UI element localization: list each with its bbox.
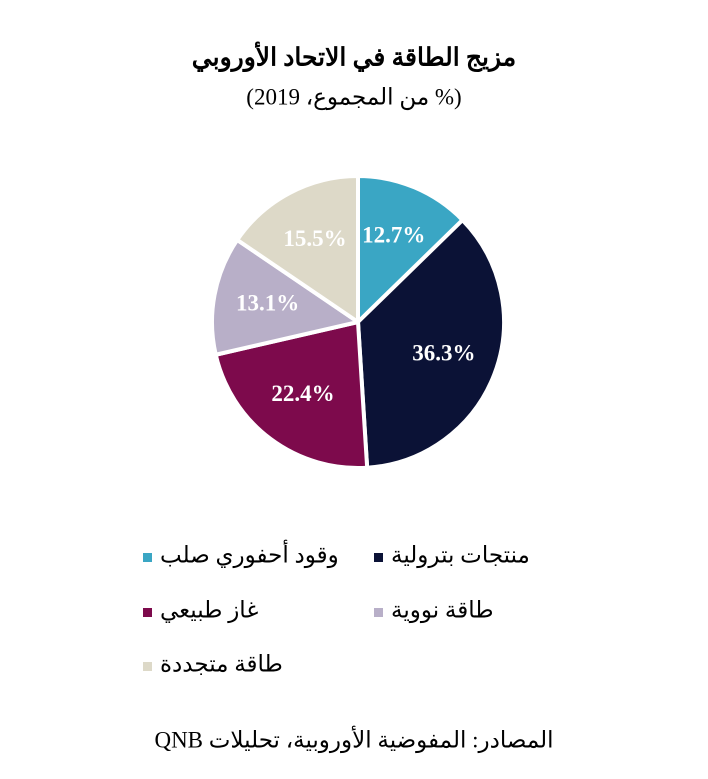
pie-slice (210, 237, 360, 357)
legend-label: طاقة نووية (391, 597, 494, 623)
source-note: المصادر: المفوضية الأوروبية، تحليلات QNB (154, 725, 553, 753)
legend-marker (143, 662, 152, 671)
legend-label: منتجات بترولية (391, 542, 530, 568)
pie-slice (235, 174, 360, 324)
data-label: 13.1% (236, 290, 299, 315)
data-label: 15.5% (283, 226, 346, 251)
legend-marker (374, 608, 383, 617)
legend-label: طاقة متجددة (160, 651, 283, 676)
pie-slice (356, 174, 465, 324)
pie-slice (213, 320, 370, 470)
legend-marker (143, 608, 152, 617)
legend-label: وقود أحفوري صلب (160, 539, 339, 568)
legend-marker (374, 553, 383, 562)
data-label: 22.4% (271, 381, 334, 406)
pie-slice (356, 218, 506, 470)
legend-label: غاز طبيعي (160, 597, 258, 623)
data-label: 36.3% (412, 340, 475, 365)
chart-subtitle: (% من المجموع، 2019) (246, 84, 461, 110)
chart-title: مزيج الطاقة في الاتحاد الأوروبي (192, 40, 516, 73)
legend-marker (143, 553, 152, 562)
data-label: 12.7% (362, 223, 425, 248)
